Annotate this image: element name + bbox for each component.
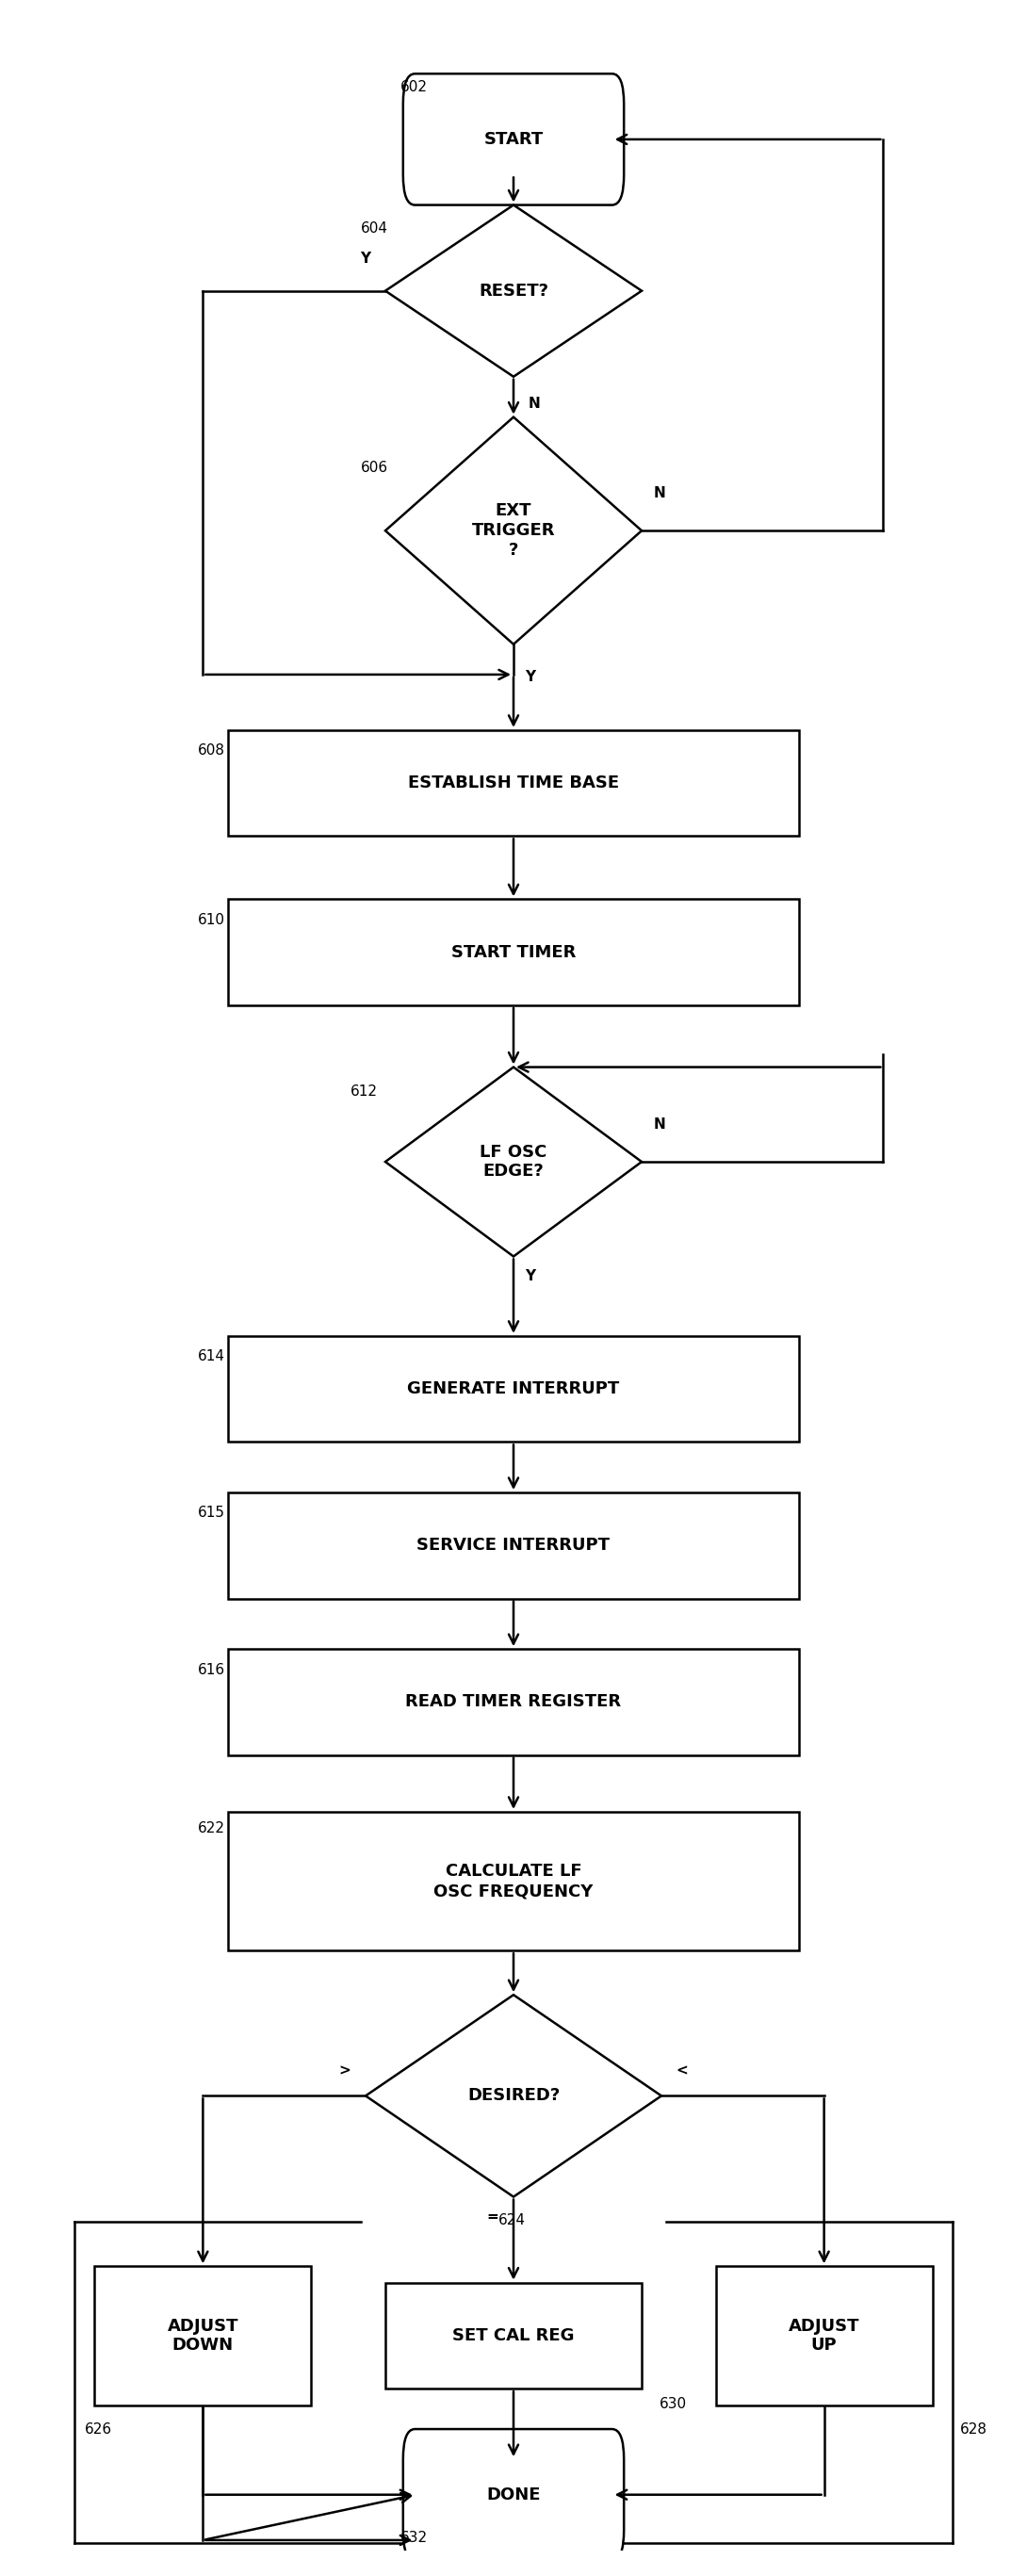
- Text: DESIRED?: DESIRED?: [467, 2087, 560, 2105]
- Bar: [228, 1337, 799, 1443]
- Bar: [228, 1811, 799, 1950]
- Text: SERVICE INTERRUPT: SERVICE INTERRUPT: [417, 1538, 610, 1553]
- Text: 626: 626: [84, 2421, 112, 2437]
- Bar: [228, 729, 799, 837]
- Text: Y: Y: [360, 252, 371, 265]
- Polygon shape: [385, 417, 642, 644]
- Text: EXT
TRIGGER
?: EXT TRIGGER ?: [471, 502, 556, 559]
- Bar: [385, 2282, 642, 2388]
- Text: 604: 604: [360, 222, 388, 234]
- Polygon shape: [385, 1066, 642, 1257]
- Polygon shape: [366, 1994, 661, 2197]
- Text: N: N: [653, 1118, 665, 1131]
- Polygon shape: [385, 206, 642, 376]
- Text: CALCULATE LF
OSC FREQUENCY: CALCULATE LF OSC FREQUENCY: [433, 1862, 594, 1899]
- Text: 615: 615: [198, 1507, 225, 1520]
- Text: 606: 606: [360, 461, 388, 474]
- Text: 610: 610: [198, 912, 225, 927]
- Text: N: N: [653, 487, 665, 500]
- FancyBboxPatch shape: [403, 75, 624, 206]
- Bar: [228, 1492, 799, 1600]
- Text: 632: 632: [401, 2532, 427, 2545]
- Text: LF OSC
EDGE?: LF OSC EDGE?: [480, 1144, 547, 1180]
- Text: 628: 628: [960, 2421, 987, 2437]
- Text: >: >: [339, 2063, 351, 2079]
- Text: 602: 602: [401, 80, 427, 93]
- Text: 608: 608: [198, 744, 225, 757]
- Bar: [228, 1649, 799, 1754]
- Text: READ TIMER REGISTER: READ TIMER REGISTER: [406, 1692, 621, 1710]
- Text: RESET?: RESET?: [479, 283, 548, 299]
- Text: =: =: [487, 2210, 499, 2223]
- Text: 630: 630: [659, 2398, 687, 2411]
- Text: ADJUST
UP: ADJUST UP: [789, 2318, 860, 2354]
- Text: N: N: [528, 397, 540, 412]
- Text: Y: Y: [526, 670, 536, 683]
- Text: 612: 612: [351, 1084, 378, 1097]
- Text: Y: Y: [526, 1270, 536, 1283]
- Text: START TIMER: START TIMER: [451, 943, 576, 961]
- Text: GENERATE INTERRUPT: GENERATE INTERRUPT: [408, 1381, 619, 1396]
- Bar: [94, 2267, 311, 2406]
- Text: SET CAL REG: SET CAL REG: [453, 2326, 574, 2344]
- Text: <: <: [676, 2063, 688, 2079]
- Bar: [716, 2267, 933, 2406]
- Text: 622: 622: [198, 1821, 225, 1837]
- Bar: [228, 899, 799, 1005]
- Text: 624: 624: [499, 2213, 526, 2228]
- Text: START: START: [484, 131, 543, 147]
- Text: ESTABLISH TIME BASE: ESTABLISH TIME BASE: [408, 775, 619, 791]
- FancyBboxPatch shape: [403, 2429, 624, 2561]
- Text: 616: 616: [198, 1662, 226, 1677]
- Text: ADJUST
DOWN: ADJUST DOWN: [167, 2318, 238, 2354]
- Text: DONE: DONE: [487, 2486, 540, 2504]
- Text: 614: 614: [198, 1350, 225, 1363]
